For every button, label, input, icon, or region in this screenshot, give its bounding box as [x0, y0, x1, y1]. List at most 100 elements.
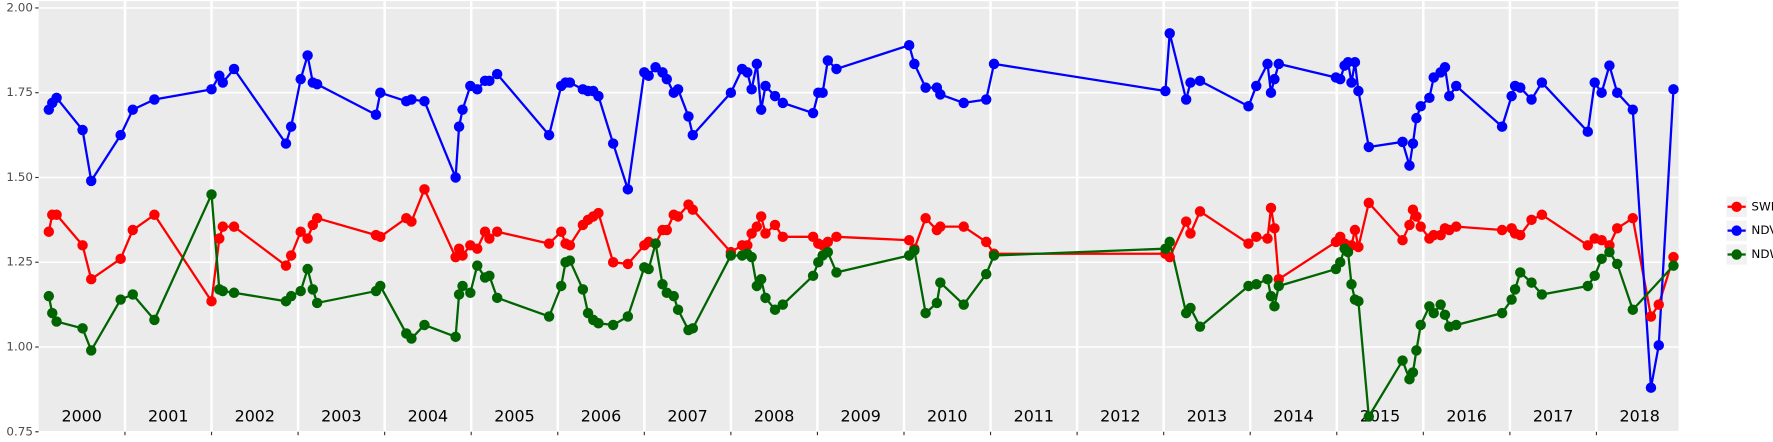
- data-point: [43, 226, 55, 237]
- data-point: [1265, 87, 1277, 98]
- data-point: [1428, 307, 1439, 319]
- data-point: [661, 224, 673, 236]
- data-point: [903, 40, 915, 51]
- data-point: [1415, 221, 1426, 232]
- data-point: [1335, 257, 1346, 268]
- data-point: [1444, 90, 1455, 102]
- y-tick-label: 0.75: [6, 424, 33, 438]
- data-point: [406, 216, 417, 227]
- data-point: [115, 129, 126, 141]
- data-point: [115, 294, 126, 305]
- data-point: [958, 299, 969, 310]
- data-point: [777, 231, 789, 243]
- data-point: [807, 107, 819, 119]
- data-point: [935, 221, 946, 232]
- data-point: [822, 55, 834, 66]
- data-point: [1506, 294, 1517, 305]
- data-point: [643, 70, 654, 81]
- data-point: [1407, 138, 1419, 149]
- data-point: [1194, 206, 1206, 217]
- legend-label: SWIR: [1751, 199, 1773, 213]
- data-point: [903, 234, 915, 246]
- legend-label: NDWI: [1751, 247, 1773, 261]
- data-point: [1346, 279, 1357, 290]
- data-point: [375, 280, 386, 292]
- data-point: [1269, 223, 1280, 234]
- data-point: [302, 50, 313, 61]
- data-point: [1342, 246, 1354, 258]
- data-point: [988, 58, 1000, 70]
- data-point: [285, 290, 297, 302]
- data-point: [1164, 28, 1175, 39]
- data-point: [1404, 160, 1415, 171]
- data-point: [472, 84, 483, 95]
- data-point: [643, 263, 654, 275]
- data-point: [228, 221, 240, 232]
- data-point: [607, 319, 619, 331]
- data-point: [47, 307, 58, 319]
- data-point: [831, 63, 842, 75]
- data-point: [1526, 277, 1537, 288]
- data-point: [777, 97, 789, 109]
- data-point: [77, 323, 88, 334]
- data-point: [1265, 202, 1277, 214]
- x-tick-label: 2006: [581, 407, 621, 426]
- data-point: [149, 94, 160, 105]
- data-point: [931, 297, 943, 309]
- data-point: [831, 231, 842, 243]
- data-point: [491, 226, 503, 237]
- data-point: [1439, 62, 1451, 73]
- data-point: [43, 290, 55, 302]
- legend-key-point: [1731, 225, 1742, 236]
- data-point: [1262, 58, 1273, 70]
- data-point: [1185, 302, 1196, 314]
- data-point: [1243, 101, 1254, 112]
- data-point: [127, 104, 138, 115]
- data-point: [555, 226, 567, 237]
- data-point: [311, 212, 323, 224]
- x-tick-label: 2004: [408, 407, 448, 426]
- data-point: [725, 87, 737, 98]
- data-point: [1515, 267, 1526, 278]
- data-point: [668, 290, 679, 302]
- y-tick-label: 1.00: [6, 340, 33, 354]
- data-point: [51, 209, 62, 221]
- data-point: [228, 63, 240, 75]
- data-point: [1604, 60, 1615, 71]
- data-point: [85, 273, 97, 285]
- data-point: [755, 211, 767, 222]
- data-point: [1653, 340, 1664, 351]
- data-point: [127, 224, 138, 236]
- data-point: [1269, 301, 1280, 312]
- x-tick-label: 2000: [61, 407, 101, 426]
- data-point: [769, 90, 781, 102]
- data-point: [491, 292, 503, 304]
- data-point: [687, 323, 699, 334]
- data-point: [1397, 136, 1408, 148]
- x-tick-label: 2013: [1187, 407, 1227, 426]
- y-tick-label: 2.00: [6, 0, 33, 14]
- data-point: [453, 121, 465, 132]
- panel-background: [38, 1, 1679, 432]
- data-point: [1450, 80, 1462, 92]
- data-point: [1243, 280, 1254, 292]
- legend-label: NDVI: [1751, 223, 1773, 237]
- y-tick-label: 1.75: [6, 85, 33, 99]
- data-point: [1627, 304, 1639, 315]
- data-point: [77, 240, 88, 251]
- data-point: [1194, 75, 1206, 87]
- data-point: [1589, 270, 1600, 282]
- data-point: [1589, 77, 1600, 88]
- data-point: [564, 240, 576, 251]
- data-point: [687, 129, 699, 141]
- legend-key-point: [1731, 201, 1742, 213]
- data-point: [149, 314, 160, 326]
- data-point: [980, 236, 992, 248]
- data-point: [755, 104, 767, 115]
- data-point: [777, 299, 789, 310]
- data-point: [206, 84, 217, 95]
- data-point: [920, 82, 931, 93]
- data-point: [1611, 223, 1623, 234]
- data-point: [650, 238, 661, 249]
